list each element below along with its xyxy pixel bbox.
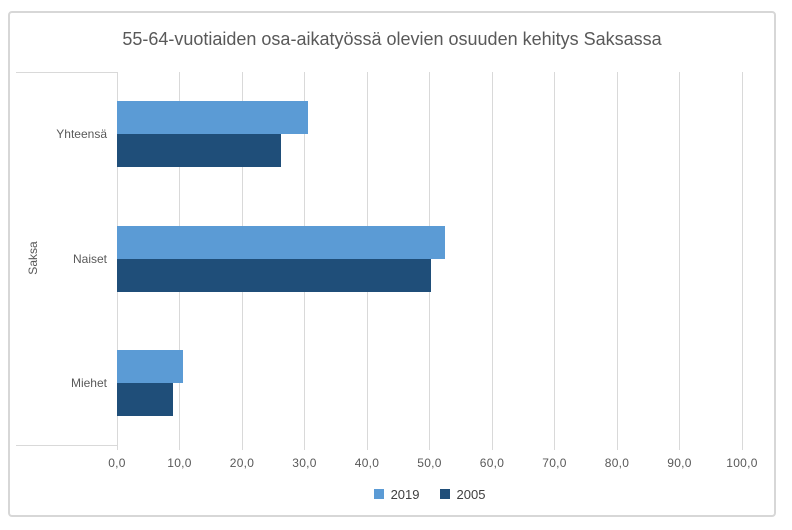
- chart-legend: 2019 2005: [117, 485, 742, 503]
- category-axis-labels: Yhteensä Naiset Miehet: [10, 72, 110, 445]
- x-tick-label-50: 50,0: [417, 456, 442, 470]
- x-tick-label-60: 60,0: [479, 456, 505, 470]
- plot-area: [116, 72, 743, 450]
- axis-tick-20: [241, 445, 243, 450]
- axis-tick-50: [429, 445, 430, 450]
- x-tick-label-0: 0,0: [108, 456, 126, 470]
- bar-2005-category-2: [117, 382, 174, 416]
- axis-tick-80: [616, 445, 618, 450]
- bar-2005-category-1: [117, 258, 432, 292]
- category-axis-bottom-line: [16, 445, 117, 446]
- category-label-0: Yhteensä: [56, 127, 107, 142]
- category-axis-top-line: [16, 72, 117, 73]
- legend-swatch-2019: [373, 489, 384, 499]
- category-label-2: Miehet: [70, 375, 107, 390]
- axis-tick-40: [366, 445, 368, 450]
- x-tick-label-90: 90,0: [667, 456, 692, 470]
- gridline-100: [741, 72, 743, 445]
- gridline-80: [616, 72, 618, 445]
- axis-tick-100: [741, 445, 743, 450]
- bar-2019-category-2: [117, 349, 184, 383]
- chart-frame: 55-64-vuotiaiden osa-aikatyössä olevien …: [8, 11, 776, 517]
- bar-2019-category-0: [117, 101, 308, 135]
- axis-tick-30: [304, 445, 305, 450]
- chart-title: 55-64-vuotiaiden osa-aikatyössä olevien …: [122, 29, 662, 49]
- legend-label-2005: 2005: [456, 486, 486, 502]
- category-group-label: Saksa: [26, 241, 40, 275]
- x-tick-label-40: 40,0: [354, 456, 380, 470]
- bar-2005-category-0: [117, 134, 281, 168]
- axis-tick-60: [491, 445, 493, 450]
- x-tick-label-70: 70,0: [542, 456, 567, 470]
- axis-tick-90: [679, 445, 680, 450]
- x-tick-label-30: 30,0: [292, 456, 317, 470]
- x-tick-label-10: 10,0: [167, 456, 192, 470]
- axis-tick-70: [554, 445, 555, 450]
- axis-tick-0: [116, 445, 118, 450]
- x-tick-label-80: 80,0: [604, 456, 630, 470]
- gridline-90: [679, 72, 680, 445]
- value-axis-labels: 0,0 10,0 20,0 30,0 40,0 50,0 60,0 70,0 80,0 90,0 1…: [108, 456, 757, 472]
- bar-2019-category-1: [117, 225, 446, 259]
- x-tick-label-20: 20,0: [229, 456, 255, 470]
- legend-item-2005: 2005: [439, 486, 486, 502]
- gridline-60: [491, 72, 493, 445]
- category-label-1: Naiset: [72, 251, 107, 266]
- legend-item-2019: 2019: [373, 486, 420, 502]
- axis-tick-10: [179, 445, 180, 450]
- legend-swatch-2005: [439, 489, 450, 499]
- gridline-70: [554, 72, 555, 445]
- legend-label-2019: 2019: [390, 486, 420, 502]
- x-tick-label-100: 100,0: [726, 456, 758, 470]
